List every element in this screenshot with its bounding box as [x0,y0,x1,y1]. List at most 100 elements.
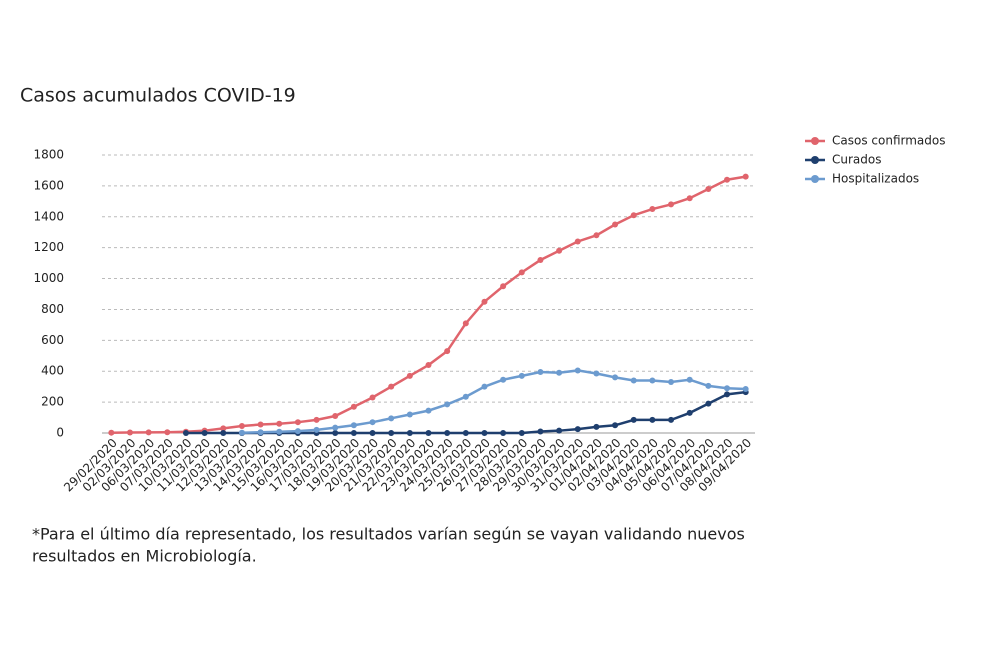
data-point [593,423,600,430]
data-point [556,369,563,376]
data-point [332,413,339,420]
data-point [668,416,675,423]
series-line [111,175,746,434]
data-point [537,428,544,435]
data-point [686,376,693,383]
data-point [518,269,525,276]
legend-marker [811,175,819,183]
data-point [332,430,339,436]
y-tick-label: 1400 [33,209,64,223]
data-point [686,195,693,202]
data-point [724,391,731,398]
data-point [612,374,619,381]
data-point [425,362,432,369]
y-tick-label: 400 [41,364,64,378]
data-point [630,377,637,384]
y-tick-label: 1200 [33,240,64,254]
footnote: resultados en Microbiología. [32,547,257,566]
data-point [388,383,395,390]
data-point [238,429,245,436]
data-point [238,423,245,430]
y-tick-label: 1800 [33,148,64,162]
data-point [649,377,656,384]
data-point [201,430,208,436]
data-point [276,428,283,435]
data-point [705,400,712,407]
data-point [294,428,301,435]
data-point [350,403,357,410]
data-point [332,424,339,431]
footnote: *Para el último día representado, los re… [32,525,745,544]
y-tick-label: 1000 [33,271,64,285]
y-tick-label: 800 [41,302,64,316]
data-point [481,430,488,436]
data-point [313,426,320,433]
data-point [742,173,749,180]
y-tick-label: 600 [41,333,64,347]
data-point [350,430,357,436]
data-point [518,372,525,379]
data-point [425,430,432,436]
data-point [593,370,600,377]
data-point [369,419,376,426]
data-point [313,416,320,423]
data-point [444,430,451,436]
data-point [481,383,488,390]
data-point [257,421,264,428]
y-tick-label: 1600 [33,178,64,192]
data-point [668,201,675,208]
data-point [462,393,469,400]
data-point [705,185,712,192]
data-point [500,376,507,383]
data-point [724,176,731,183]
data-point [388,415,395,422]
data-point [612,221,619,228]
data-point [686,409,693,416]
data-point [649,416,656,423]
data-point [668,379,675,386]
data-point [164,429,171,436]
data-point [220,430,227,436]
data-point [574,426,581,433]
data-point [742,385,749,392]
data-point [705,382,712,389]
legend-label: Hospitalizados [832,172,919,186]
data-point [556,427,563,434]
data-point [518,430,525,436]
data-point [444,401,451,408]
data-point [574,238,581,245]
data-point [500,430,507,436]
data-point [294,419,301,426]
data-point [649,206,656,213]
data-point [462,430,469,436]
y-tick-label: 0 [56,426,64,440]
data-point [182,430,189,436]
series-line [241,369,746,434]
data-point [388,430,395,436]
data-point [630,212,637,219]
data-point [257,429,264,436]
data-point [369,430,376,436]
data-point [724,385,731,392]
legend-label: Curados [832,153,881,167]
data-point [537,257,544,264]
data-point [425,407,432,414]
data-point [462,320,469,327]
data-point [145,429,152,436]
data-point [126,429,133,436]
chart-title: Casos acumulados COVID-19 [20,85,296,107]
legend-marker [811,156,819,164]
data-point [574,367,581,374]
data-point [444,348,451,355]
data-point [220,425,227,432]
y-tick-label: 200 [41,395,64,409]
data-point [630,416,637,423]
data-point [537,368,544,375]
data-point [593,232,600,239]
data-point [406,372,413,379]
legend-label: Casos confirmados [832,134,945,148]
data-point [276,420,283,427]
data-point [369,394,376,401]
